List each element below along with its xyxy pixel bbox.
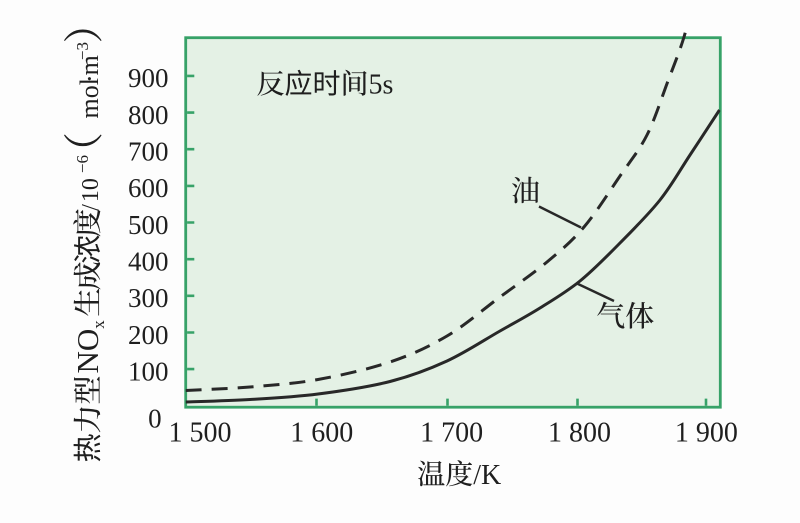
svg-text:−6: −6 <box>73 155 92 173</box>
svg-text:200: 200 <box>128 320 169 350</box>
svg-text:NO: NO <box>70 329 105 374</box>
svg-text:mol: mol <box>75 78 104 118</box>
svg-text:/: / <box>78 204 104 211</box>
svg-text:10: 10 <box>78 178 104 202</box>
svg-text:500: 500 <box>128 210 169 240</box>
svg-text:−3: −3 <box>73 42 92 60</box>
svg-text:400: 400 <box>128 247 169 277</box>
svg-text:0: 0 <box>148 403 162 433</box>
svg-text:1 900: 1 900 <box>675 418 738 449</box>
svg-text:100: 100 <box>128 357 169 387</box>
svg-text:800: 800 <box>128 100 169 130</box>
svg-text:600: 600 <box>128 173 169 203</box>
svg-text:900: 900 <box>128 63 169 93</box>
svg-text:1 700: 1 700 <box>420 418 483 449</box>
svg-text:·: · <box>75 74 104 83</box>
svg-text:5s: 5s <box>369 70 394 101</box>
svg-text:x: x <box>89 320 108 329</box>
svg-text:m: m <box>75 55 104 75</box>
svg-text:700: 700 <box>128 137 169 167</box>
svg-text:300: 300 <box>128 283 169 313</box>
svg-text:1 600: 1 600 <box>290 418 353 449</box>
svg-text:/K: /K <box>473 460 501 491</box>
svg-text:1 800: 1 800 <box>548 418 611 449</box>
svg-text:1 500: 1 500 <box>169 418 232 449</box>
